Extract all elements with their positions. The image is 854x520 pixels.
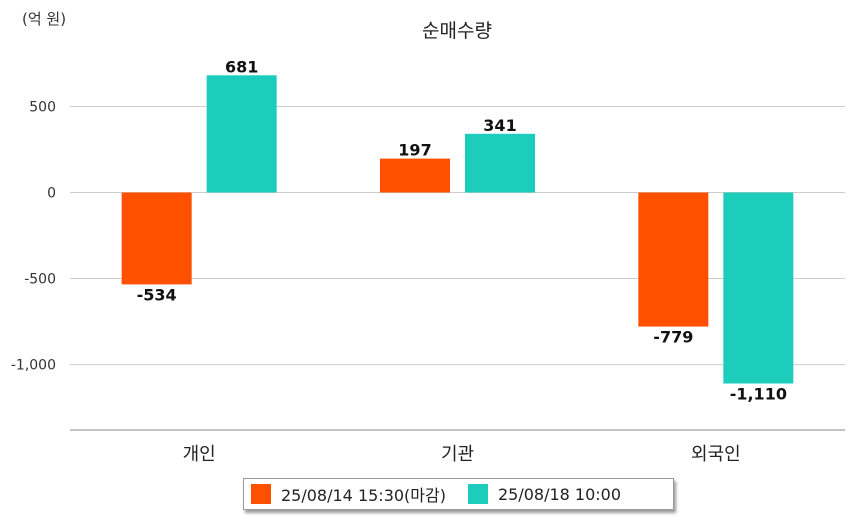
- y-tick-label: 0: [47, 186, 56, 202]
- bar: [638, 192, 709, 327]
- legend: 25/08/14 15:30(마감) 25/08/18 10:00: [243, 478, 674, 510]
- legend-label-series-1: 25/08/14 15:30(마감): [281, 486, 446, 505]
- x-tick-label: 외국인: [691, 444, 741, 465]
- chart-title: 순매수량: [422, 20, 492, 42]
- x-tick-label: 기관: [441, 444, 474, 465]
- data-label: 197: [398, 141, 431, 160]
- x-tick-label: 개인: [183, 444, 216, 465]
- data-label: -534: [137, 285, 177, 304]
- bar: [206, 75, 277, 193]
- legend-swatch-series-2: [467, 484, 488, 504]
- legend-label-series-2: 25/08/18 10:00: [497, 484, 622, 504]
- legend-item-series-2[interactable]: 25/08/18 10:00: [467, 484, 622, 504]
- bar: [121, 192, 192, 285]
- bar: [465, 133, 535, 193]
- data-label: -1,110: [730, 385, 787, 404]
- bar-chart: 500 0 -500 -1,000 -534 681 개인 197 341 기관 -779 -1,11…: [11, 57, 845, 465]
- bar: [380, 158, 450, 193]
- y-tick-label: -1,000: [11, 358, 56, 374]
- data-label: -779: [653, 328, 693, 347]
- y-tick-label: -500: [24, 272, 56, 288]
- data-label: 681: [225, 57, 258, 76]
- unit-label: (억 원): [22, 10, 67, 28]
- legend-swatch-series-1: [251, 484, 271, 504]
- legend-item-series-1[interactable]: 25/08/14 15:30(마감): [251, 482, 446, 506]
- bar: [723, 192, 794, 384]
- y-tick-label: 500: [29, 99, 56, 115]
- data-label: 341: [483, 116, 516, 135]
